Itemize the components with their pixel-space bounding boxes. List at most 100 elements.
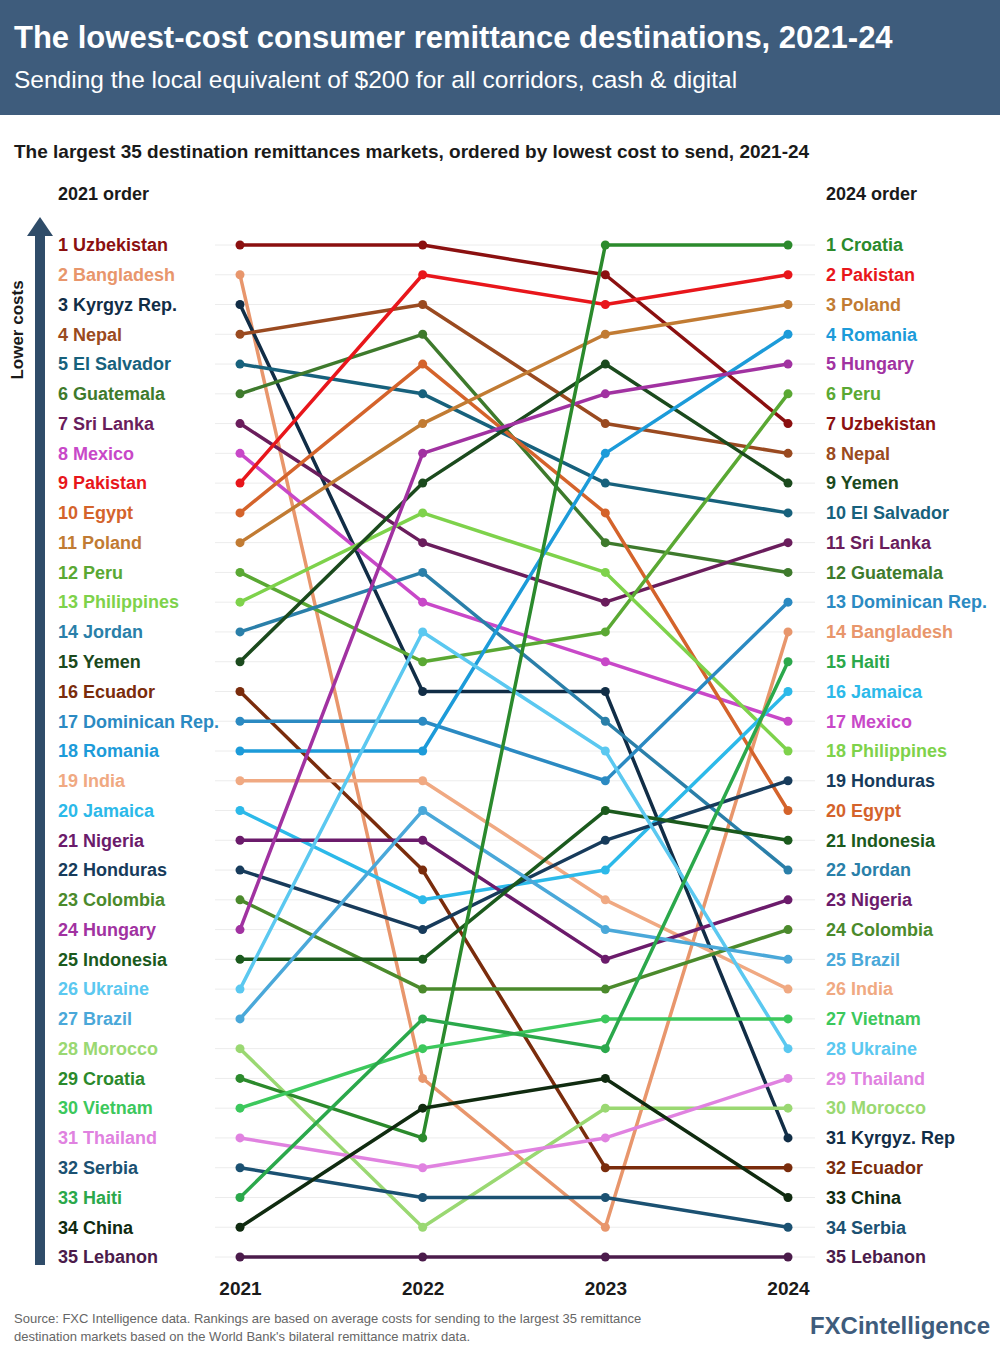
end-rank: 22 xyxy=(826,860,846,880)
end-label: 28 Ukraine xyxy=(826,1039,917,1059)
start-name: Dominican Rep. xyxy=(83,712,219,732)
x-tick: 2021 xyxy=(219,1278,262,1299)
start-rank: 13 xyxy=(58,592,78,612)
grid-line xyxy=(215,453,815,454)
point xyxy=(236,747,245,756)
point xyxy=(236,300,245,309)
start-name: Kyrgyz Rep. xyxy=(73,295,177,315)
end-label: 3 Poland xyxy=(826,295,901,315)
end-rank: 2 xyxy=(826,265,836,285)
point xyxy=(601,479,610,488)
end-label: 11 Sri Lanka xyxy=(826,533,932,553)
point xyxy=(236,925,245,934)
point xyxy=(601,836,610,845)
point xyxy=(418,1133,427,1142)
point xyxy=(601,241,610,250)
point xyxy=(601,717,610,726)
point xyxy=(601,806,610,815)
point xyxy=(236,1163,245,1172)
end-name: Philippines xyxy=(851,741,947,761)
end-rank: 5 xyxy=(826,354,836,374)
start-label: 11 Poland xyxy=(58,533,142,553)
point xyxy=(418,1223,427,1232)
start-rank: 27 xyxy=(58,1009,78,1029)
plot-area xyxy=(236,241,793,1262)
source-note: Source: FXC Intelligence data. Rankings … xyxy=(14,1311,641,1326)
point xyxy=(236,657,245,666)
point xyxy=(784,955,793,964)
point xyxy=(601,955,610,964)
start-name: Indonesia xyxy=(83,950,168,970)
start-rank: 18 xyxy=(58,741,78,761)
start-name: Haiti xyxy=(83,1188,122,1208)
end-name: Dominican Rep. xyxy=(851,592,987,612)
end-label: 29 Thailand xyxy=(826,1069,925,1089)
point xyxy=(784,508,793,517)
chart-heading: The largest 35 destination remittances m… xyxy=(14,141,810,162)
end-label: 2 Pakistan xyxy=(826,265,915,285)
point xyxy=(236,538,245,547)
grid-line xyxy=(215,1048,815,1049)
start-label: 23 Colombia xyxy=(58,890,166,910)
series-line xyxy=(240,662,788,1198)
series-line xyxy=(240,1049,788,1228)
point xyxy=(601,1044,610,1053)
start-name: Romania xyxy=(83,741,160,761)
end-name: Ecuador xyxy=(851,1158,923,1178)
point xyxy=(418,776,427,785)
end-name: El Salvador xyxy=(851,503,949,523)
point xyxy=(418,241,427,250)
end-label: 18 Philippines xyxy=(826,741,947,761)
start-name: Colombia xyxy=(83,890,166,910)
end-rank: 29 xyxy=(826,1069,846,1089)
start-rank: 35 xyxy=(58,1247,78,1267)
start-label: 20 Jamaica xyxy=(58,801,155,821)
start-name: Brazil xyxy=(83,1009,132,1029)
end-label: 31 Kyrgyz. Rep xyxy=(826,1128,955,1148)
point xyxy=(601,1104,610,1113)
series-line xyxy=(240,1255,788,1259)
series-line xyxy=(240,1078,788,1227)
point xyxy=(784,449,793,458)
start-rank: 3 xyxy=(58,295,68,315)
point xyxy=(236,1223,245,1232)
start-label: 6 Guatemala xyxy=(58,384,166,404)
grid-line xyxy=(215,334,815,335)
end-label: 22 Jordan xyxy=(826,860,911,880)
end-name: Kyrgyz. Rep xyxy=(851,1128,955,1148)
end-rank: 32 xyxy=(826,1158,846,1178)
start-label: 26 Ukraine xyxy=(58,979,149,999)
start-label: 21 Nigeria xyxy=(58,831,145,851)
start-rank: 30 xyxy=(58,1098,78,1118)
end-name: India xyxy=(851,979,894,999)
end-label: 4 Romania xyxy=(826,325,918,345)
point xyxy=(236,836,245,845)
series-line xyxy=(240,275,788,1227)
start-name: Nepal xyxy=(73,325,122,345)
start-rank: 29 xyxy=(58,1069,78,1089)
start-name: Yemen xyxy=(83,652,141,672)
start-rank: 20 xyxy=(58,801,78,821)
end-rank: 10 xyxy=(826,503,846,523)
start-rank: 25 xyxy=(58,950,78,970)
end-rank: 15 xyxy=(826,652,846,672)
x-tick: 2024 xyxy=(767,1278,810,1299)
x-tick-label: 2021 xyxy=(219,1278,262,1299)
start-rank: 31 xyxy=(58,1128,78,1148)
point xyxy=(601,776,610,785)
point xyxy=(784,776,793,785)
start-rank: 5 xyxy=(58,354,68,374)
end-label: 16 Jamaica xyxy=(826,682,923,702)
end-name: Nigeria xyxy=(851,890,913,910)
end-label: 19 Honduras xyxy=(826,771,935,791)
start-name: Thailand xyxy=(83,1128,157,1148)
start-label: 3 Kyrgyz Rep. xyxy=(58,295,177,315)
x-tick: 2023 xyxy=(585,1278,627,1299)
end-name: Haiti xyxy=(851,652,890,672)
end-label: 32 Ecuador xyxy=(826,1158,923,1178)
point xyxy=(418,866,427,875)
point xyxy=(236,806,245,815)
point xyxy=(601,419,610,428)
grid-line xyxy=(215,1078,815,1079)
start-name: Jordan xyxy=(83,622,143,642)
